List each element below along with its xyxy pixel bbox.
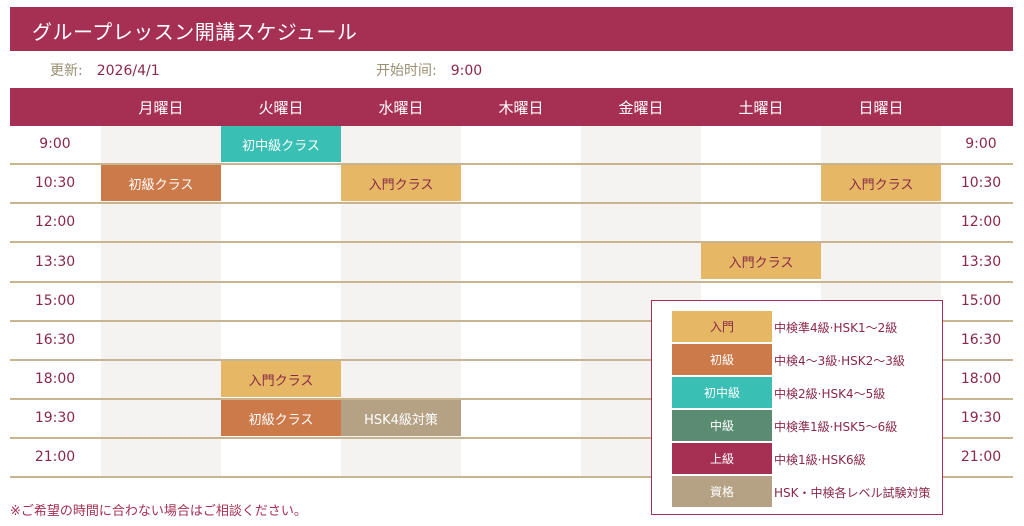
time-label-left: 21:00 — [34, 449, 76, 465]
legend-swatch-shikaku: 資格 — [672, 476, 772, 507]
updated-label: 更新: — [50, 63, 83, 79]
footer-note: ※ご希望の時間に合わない場合はご相談ください。 — [10, 504, 307, 519]
column-thu — [461, 126, 581, 478]
legend-swatch-shochu: 初中級 — [672, 377, 772, 408]
updated-info: 更新: 2026/4/1 — [50, 60, 160, 80]
updated-value: 2026/4/1 — [96, 63, 160, 79]
day-header-tue: 火曜日 — [258, 99, 304, 117]
class-block-shokyu[interactable]: 初級クラス — [101, 165, 221, 201]
class-block-nyumon[interactable]: 入門クラス — [701, 243, 821, 279]
time-label-right: 12:00 — [960, 214, 1002, 230]
legend-row: 入門 中検準4級·HSK1～2級 — [672, 311, 932, 344]
time-label-right: 16:30 — [960, 332, 1002, 348]
legend-swatch-chu: 中級 — [672, 410, 772, 441]
legend-row: 中級 中検準1級·HSK5～6級 — [672, 410, 932, 443]
legend-desc: 中検準1級·HSK5～6級 — [774, 420, 898, 434]
time-label-left: 10:30 — [34, 175, 76, 191]
class-block-shochu[interactable]: 初中級クラス — [221, 126, 341, 162]
row-divider — [10, 359, 1013, 361]
time-label-right: 19:30 — [960, 410, 1002, 426]
row-divider — [10, 241, 1013, 243]
class-block-nyumon[interactable]: 入門クラス — [341, 165, 461, 201]
start-time-info: 开始时间: 9:00 — [376, 60, 482, 80]
time-column-right — [941, 126, 1013, 478]
day-header-sun: 日曜日 — [858, 99, 904, 117]
page-title: グループレッスン開講スケジュール — [32, 20, 358, 44]
class-block-hsk[interactable]: HSK4級対策 — [341, 400, 461, 436]
time-label-left: 9:00 — [39, 136, 71, 152]
time-label-left: 19:30 — [34, 410, 76, 426]
time-label-right: 9:00 — [965, 136, 997, 152]
title-bar: グループレッスン開講スケジュール — [10, 7, 1013, 51]
time-column-left — [10, 126, 101, 478]
day-header-fri: 金曜日 — [618, 99, 664, 117]
row-divider — [10, 202, 1013, 204]
class-block-nyumon[interactable]: 入門クラス — [221, 361, 341, 397]
day-header-thu: 木曜日 — [498, 99, 544, 117]
time-label-left: 15:00 — [34, 293, 76, 309]
time-label-left: 18:00 — [34, 371, 76, 387]
start-time-value: 9:00 — [450, 63, 483, 79]
time-label-right: 10:30 — [960, 175, 1002, 191]
time-label-left: 12:00 — [34, 214, 76, 230]
legend-desc: HSK・中検各レベル試験対策 — [774, 486, 931, 500]
start-time-label: 开始时间: — [376, 63, 437, 79]
row-divider — [10, 320, 1013, 322]
time-label-right: 15:00 — [960, 293, 1002, 309]
legend-desc: 中検4～3級·HSK2～3級 — [774, 354, 905, 368]
class-block-nyumon[interactable]: 入門クラス — [821, 165, 941, 201]
legend-desc: 中検準4級·HSK1～2級 — [774, 321, 898, 335]
time-label-right: 13:30 — [960, 254, 1002, 270]
row-divider — [10, 163, 1013, 165]
day-header-sat: 土曜日 — [738, 99, 784, 117]
row-divider — [10, 398, 1013, 400]
day-header-row: 月曜日 火曜日 水曜日 木曜日 金曜日 土曜日 日曜日 — [10, 88, 1013, 126]
time-label-left: 16:30 — [34, 332, 76, 348]
legend-row: 資格 HSK・中検各レベル試験対策 — [672, 476, 932, 509]
day-header-mon: 月曜日 — [138, 99, 184, 117]
legend-row: 初中級 中検2級·HSK4～5級 — [672, 377, 932, 410]
class-block-shokyu[interactable]: 初級クラス — [221, 400, 341, 436]
time-label-right: 21:00 — [960, 449, 1002, 465]
time-label-right: 18:00 — [960, 371, 1002, 387]
legend-swatch-nyumon: 入門 — [672, 311, 772, 342]
legend-row: 上級 中検1級·HSK6級 — [672, 443, 932, 476]
legend-swatch-jokyu: 上級 — [672, 443, 772, 474]
level-legend: 入門 中検準4級·HSK1～2級 初級 中検4～3級·HSK2～3級 初中級 中… — [651, 300, 943, 515]
legend-desc: 中検1級·HSK6級 — [774, 453, 866, 467]
legend-swatch-shokyu: 初級 — [672, 344, 772, 375]
legend-desc: 中検2級·HSK4～5級 — [774, 387, 886, 401]
time-label-left: 13:30 — [34, 254, 76, 270]
row-divider — [10, 476, 1013, 478]
day-header-wed: 水曜日 — [378, 99, 424, 117]
legend-row: 初級 中検4～3級·HSK2～3級 — [672, 344, 932, 377]
row-divider — [10, 437, 1013, 439]
row-divider — [10, 281, 1013, 283]
